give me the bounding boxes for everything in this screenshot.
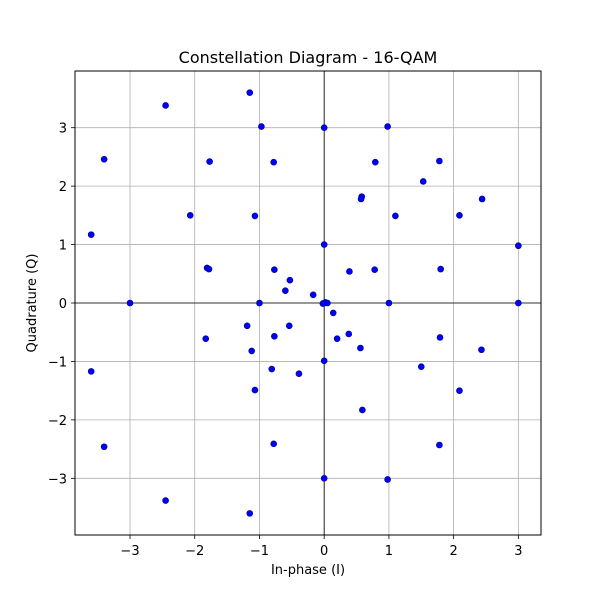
x-tick-label: −2: [185, 544, 204, 559]
x-tick-label: 2: [449, 544, 457, 559]
constellation-point: [162, 497, 169, 504]
constellation-point: [357, 344, 364, 352]
constellation-point: [270, 158, 277, 166]
constellation-point: [271, 333, 278, 340]
constellation-point: [456, 212, 463, 219]
x-tick-label: 3: [514, 544, 522, 559]
constellation-point: [162, 102, 169, 109]
x-axis-label: In-phase (I): [271, 563, 345, 578]
constellation-point: [285, 322, 293, 330]
constellation-point: [100, 155, 108, 163]
constellation-point: [100, 443, 108, 451]
constellation-point: [384, 476, 391, 483]
constellation-point: [372, 158, 379, 166]
constellation-point: [417, 363, 425, 370]
constellation-point: [371, 266, 378, 273]
y-tick-label: 3: [59, 122, 67, 137]
constellation-point: [329, 309, 337, 317]
chart-title: Constellation Diagram - 16-QAM: [179, 48, 438, 67]
constellation-point: [87, 231, 95, 238]
y-axis-label: Quadrature (Q): [25, 254, 40, 353]
y-tick-label: −2: [48, 414, 67, 429]
constellation-point: [384, 123, 391, 130]
constellation-point: [258, 123, 265, 130]
constellation-point: [357, 195, 365, 203]
y-tick-label: −1: [48, 355, 67, 370]
x-tick-label: 1: [385, 544, 393, 559]
constellation-point: [251, 212, 259, 220]
constellation-point: [320, 241, 328, 248]
constellation-point: [333, 335, 341, 342]
constellation-point: [246, 510, 254, 517]
constellation-point: [346, 268, 353, 275]
constellation-point: [270, 440, 277, 448]
constellation-point: [436, 157, 443, 165]
y-tick-label: 1: [59, 239, 67, 254]
constellation-point: [437, 265, 444, 273]
constellation-point: [456, 387, 463, 394]
constellation-point: [320, 475, 328, 482]
constellation-point: [295, 370, 303, 378]
constellation-point: [271, 266, 278, 273]
x-tick-label: −1: [250, 544, 269, 559]
constellation-point: [515, 242, 522, 250]
constellation-point: [202, 335, 210, 342]
constellation-point: [436, 441, 443, 449]
constellation-point: [268, 365, 276, 373]
constellation-point: [345, 330, 353, 338]
y-tick-label: 2: [59, 180, 67, 195]
x-tick-label: 0: [320, 544, 328, 559]
constellation-point: [392, 212, 399, 220]
constellation-point: [251, 386, 259, 394]
constellation-point: [319, 300, 327, 307]
constellation-point: [286, 276, 294, 284]
constellation-point: [282, 287, 289, 295]
constellation-point: [515, 299, 522, 307]
constellation-point: [436, 334, 444, 341]
constellation-point: [478, 346, 485, 354]
constellation-point: [186, 212, 194, 219]
constellation-point: [320, 124, 328, 131]
constellation-point: [205, 265, 213, 273]
constellation-point: [309, 291, 317, 299]
constellation-point: [206, 158, 213, 165]
y-tick-label: 0: [59, 297, 67, 312]
x-tick-label: −3: [120, 544, 139, 559]
constellation-point: [248, 347, 255, 355]
constellation-point: [385, 299, 393, 307]
data-points: [87, 89, 522, 517]
constellation-point: [419, 178, 427, 185]
constellation-point: [256, 299, 263, 307]
constellation-point: [87, 368, 95, 375]
constellation-point: [320, 357, 328, 365]
axis-ticks: −3 −2 −1 0 1 2 3 −3 −2 −1 0 1 2 3: [48, 122, 523, 559]
constellation-point: [243, 322, 251, 330]
constellation-point: [359, 406, 366, 414]
constellation-point: [478, 195, 486, 203]
constellation-point: [126, 299, 134, 307]
constellation-point: [246, 89, 254, 96]
y-tick-label: −3: [48, 472, 67, 487]
